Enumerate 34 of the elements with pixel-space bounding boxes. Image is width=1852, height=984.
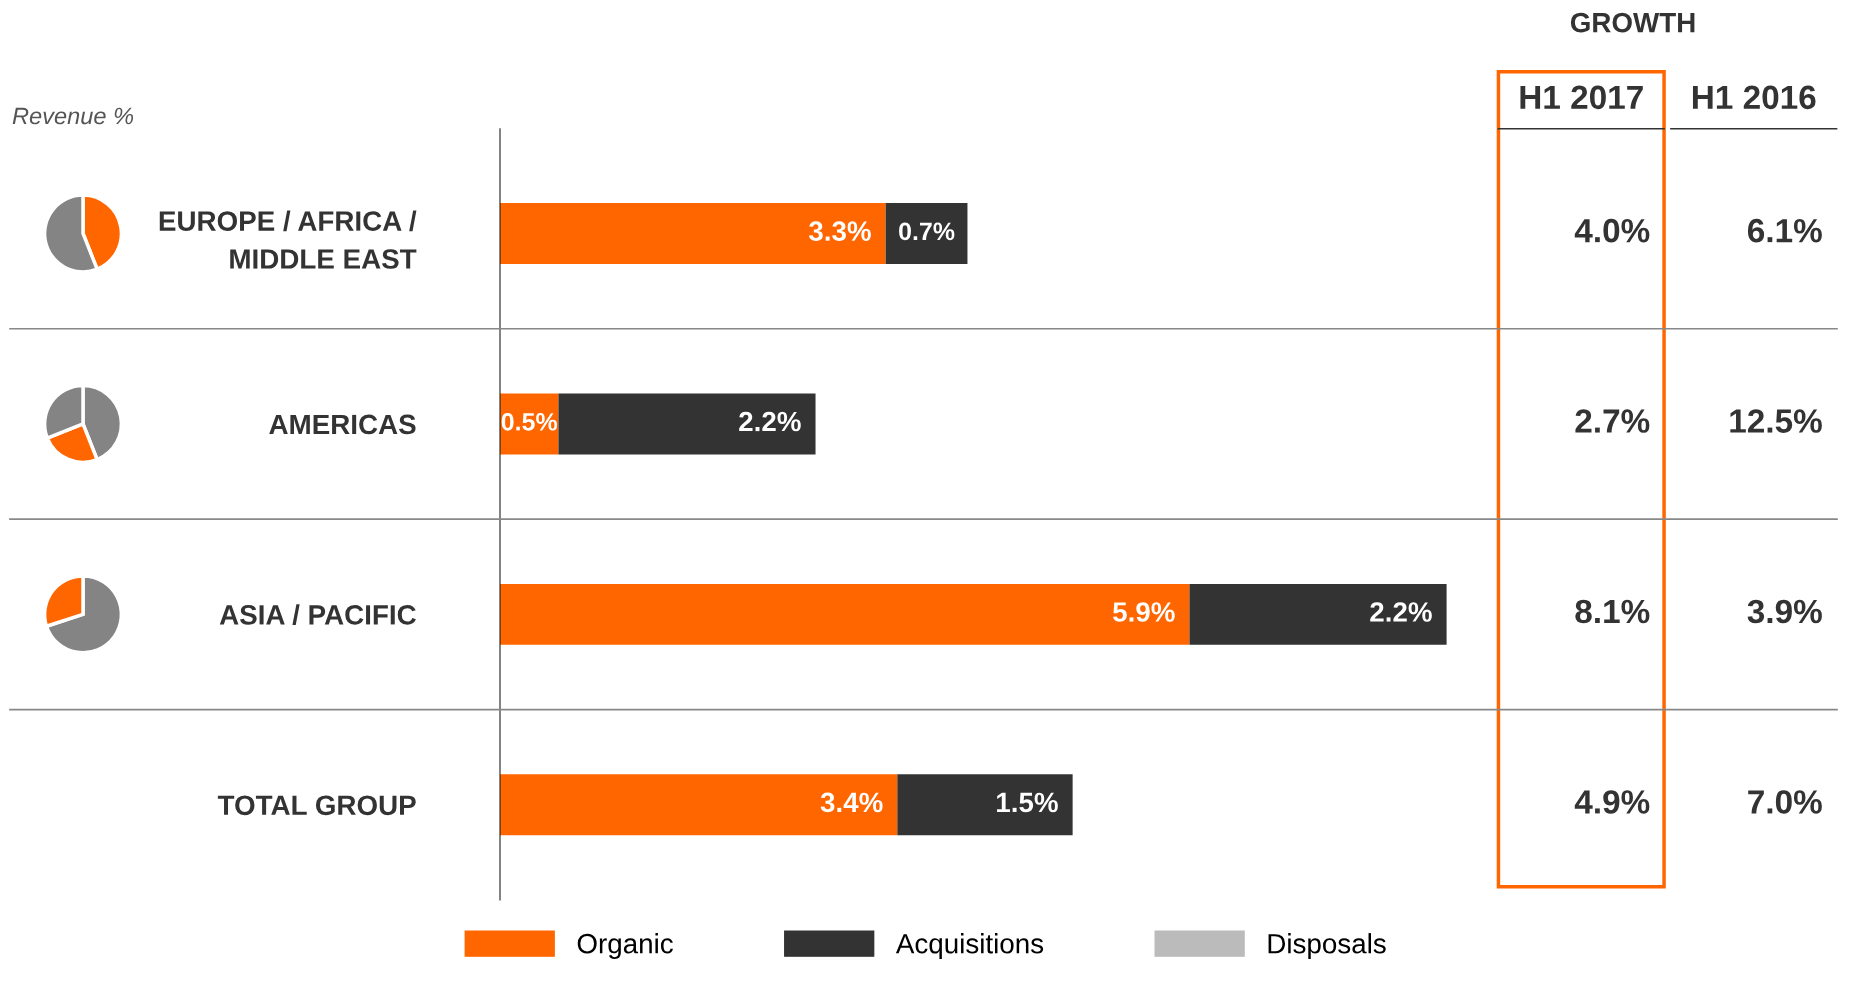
legend-label: Organic [577,933,673,959]
text: 4.0% [1574,218,1650,243]
text: 4.9% [1574,790,1650,814]
text: 2.7% [1575,409,1650,433]
bar [897,774,1073,836]
data-label: 2.2% [739,411,801,432]
bar [500,203,886,264]
text: 12.5% [1730,409,1822,433]
text: 3.9% [1747,599,1822,624]
bar [500,583,1190,645]
data-label: 0.7% [899,222,955,241]
data-label: 0.5% [501,412,558,431]
text: GROWTH [1570,12,1695,33]
data-label: 2.2% [1370,602,1432,622]
y-tick-label: TOTAL GROUP [217,795,416,816]
legend-label: Disposals [1268,933,1386,959]
bar [1189,583,1447,645]
text: 8.1% [1575,599,1650,624]
data-label: 5.9% [1113,602,1175,622]
bar [558,393,816,455]
text: 6.1% [1747,218,1822,243]
bar [885,203,968,264]
text: 7.0% [1748,790,1822,814]
data-label: 3.3% [808,221,871,242]
y-tick-label: EUROPE / AFRICA / MIDDLE EAST [159,210,417,269]
y-tick-label: ASIA / PACIFIC [219,604,416,625]
y-tick-label: AMERICAS [269,414,416,435]
text: Revenue % [12,107,134,125]
bar [500,774,898,836]
legend-label: Acquisitions [895,933,1044,959]
category-label: H1 2016 [1692,85,1816,110]
data-label: 3.4% [820,792,883,813]
category-label: H1 2017 [1520,85,1643,110]
data-label: 1.5% [997,792,1058,813]
